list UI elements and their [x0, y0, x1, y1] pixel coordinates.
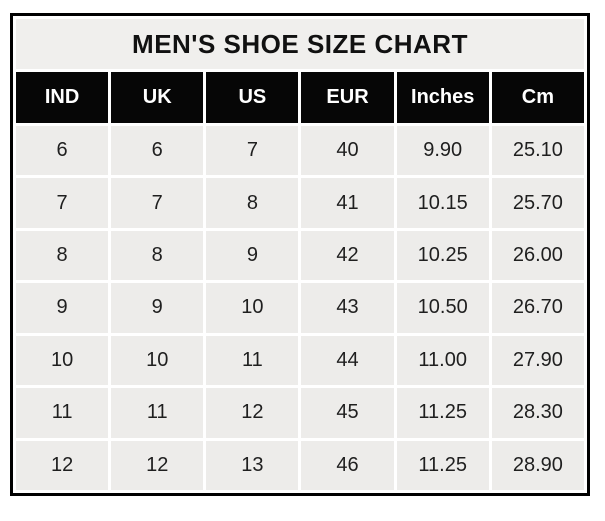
cell-us: 10	[206, 283, 299, 333]
column-header-ind: IND	[16, 72, 109, 123]
cell-ind: 10	[16, 335, 109, 386]
cell-inches: 10.25	[396, 230, 489, 281]
column-header-eur: EUR	[301, 72, 394, 123]
title-row: MEN'S SHOE SIZE CHART	[16, 19, 584, 69]
cell-inches: 10.15	[396, 178, 489, 228]
cell-us: 9	[206, 230, 299, 281]
cell-cm: 28.30	[491, 388, 584, 438]
table-row: 8 8 9 42 10.25 26.00	[16, 230, 584, 281]
table-row: 10 10 11 44 11.00 27.90	[16, 335, 584, 386]
table-row: 6 6 7 40 9.90 25.10	[16, 126, 584, 176]
column-header-uk: UK	[111, 72, 204, 123]
cell-uk: 9	[111, 283, 204, 333]
column-header-us: US	[206, 72, 299, 123]
column-header-cm: Cm	[491, 72, 584, 123]
cell-uk: 10	[111, 335, 204, 386]
cell-uk: 6	[111, 126, 204, 176]
chart-title: MEN'S SHOE SIZE CHART	[16, 19, 584, 69]
cell-inches: 9.90	[396, 126, 489, 176]
cell-ind: 11	[16, 388, 109, 438]
cell-eur: 45	[301, 388, 394, 438]
cell-uk: 12	[111, 440, 204, 490]
cell-eur: 46	[301, 440, 394, 490]
cell-eur: 44	[301, 335, 394, 386]
cell-cm: 25.70	[491, 178, 584, 228]
cell-us: 11	[206, 335, 299, 386]
shoe-size-chart-table: MEN'S SHOE SIZE CHART IND UK US EUR Inch…	[10, 13, 590, 496]
cell-inches: 11.25	[396, 388, 489, 438]
cell-cm: 26.00	[491, 230, 584, 281]
cell-eur: 42	[301, 230, 394, 281]
cell-eur: 41	[301, 178, 394, 228]
table-row: 7 7 8 41 10.15 25.70	[16, 178, 584, 228]
cell-inches: 11.25	[396, 440, 489, 490]
cell-cm: 25.10	[491, 126, 584, 176]
cell-cm: 27.90	[491, 335, 584, 386]
cell-ind: 7	[16, 178, 109, 228]
cell-uk: 11	[111, 388, 204, 438]
table-row: 12 12 13 46 11.25 28.90	[16, 440, 584, 490]
cell-us: 7	[206, 126, 299, 176]
table-row: 11 11 12 45 11.25 28.30	[16, 388, 584, 438]
cell-uk: 8	[111, 230, 204, 281]
cell-us: 13	[206, 440, 299, 490]
header-row: IND UK US EUR Inches Cm	[16, 72, 584, 123]
cell-eur: 40	[301, 126, 394, 176]
cell-ind: 12	[16, 440, 109, 490]
cell-inches: 10.50	[396, 283, 489, 333]
table-row: 9 9 10 43 10.50 26.70	[16, 283, 584, 333]
cell-ind: 9	[16, 283, 109, 333]
cell-ind: 6	[16, 126, 109, 176]
cell-ind: 8	[16, 230, 109, 281]
cell-eur: 43	[301, 283, 394, 333]
cell-uk: 7	[111, 178, 204, 228]
cell-cm: 28.90	[491, 440, 584, 490]
cell-cm: 26.70	[491, 283, 584, 333]
cell-inches: 11.00	[396, 335, 489, 386]
cell-us: 8	[206, 178, 299, 228]
column-header-inches: Inches	[396, 72, 489, 123]
cell-us: 12	[206, 388, 299, 438]
